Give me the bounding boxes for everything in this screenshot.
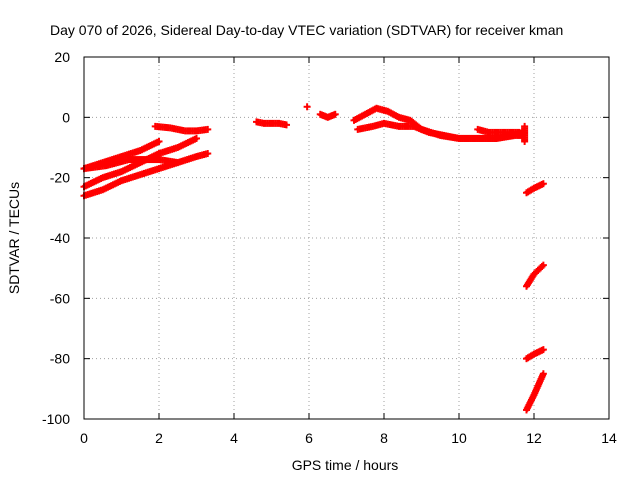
x-axis-label: GPS time / hours [292, 457, 399, 473]
x-tick-label: 12 [526, 430, 542, 446]
y-tick-label: -100 [42, 411, 70, 427]
y-tick-label: -40 [50, 230, 70, 246]
x-tick-label: 6 [305, 430, 313, 446]
y-tick-label: -80 [50, 351, 70, 367]
plot-frame [83, 56, 610, 420]
y-tick-label: 20 [54, 49, 70, 65]
y-axis-label: SDTVAR / TECUs [6, 182, 22, 294]
x-tick-label: 8 [380, 430, 388, 446]
x-tick-label: 4 [230, 430, 238, 446]
x-tick-label: 2 [155, 430, 163, 446]
chart-title: Day 070 of 2026, Sidereal Day-to-day VTE… [50, 22, 563, 38]
data-points [80, 103, 547, 414]
x-tick-label: 14 [601, 430, 617, 446]
y-axis-ticks: -100 -80 -60 -40 -20 0 20 [42, 49, 609, 427]
y-tick-label: 0 [62, 109, 70, 125]
grid-lines [84, 57, 609, 419]
y-tick-label: -60 [50, 290, 70, 306]
x-tick-label: 0 [80, 430, 88, 446]
y-tick-label: -20 [50, 170, 70, 186]
x-axis-ticks: 0 2 4 6 8 10 12 14 [80, 57, 617, 446]
x-tick-label: 10 [451, 430, 467, 446]
